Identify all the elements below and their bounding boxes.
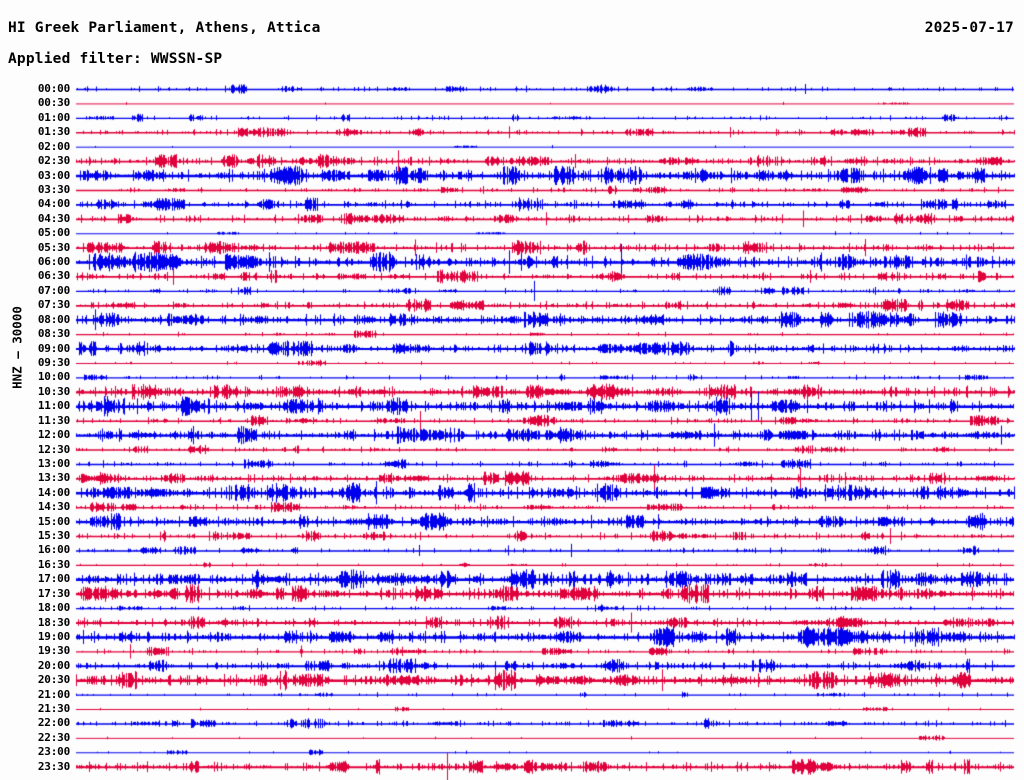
- time-tick-label: 18:30: [37, 615, 70, 629]
- time-tick-label: 23:30: [37, 759, 70, 773]
- time-tick-label: 04:30: [37, 211, 70, 225]
- time-tick-label: 00:00: [37, 82, 70, 95]
- time-tick-label: 07:00: [37, 283, 70, 297]
- time-tick-label: 11:00: [37, 399, 70, 413]
- time-tick-label: 02:30: [37, 154, 70, 168]
- time-tick-label: 19:30: [37, 644, 70, 658]
- time-tick-label: 13:30: [37, 471, 70, 485]
- time-tick-label: 14:00: [37, 485, 70, 499]
- time-tick-label: 22:30: [37, 730, 70, 744]
- time-tick-label: 16:30: [37, 557, 70, 571]
- time-tick-label: 08:00: [37, 312, 70, 326]
- time-tick-label: 06:30: [37, 269, 70, 283]
- time-tick-label: 01:30: [37, 125, 70, 139]
- time-tick-label: 14:30: [37, 500, 70, 514]
- time-tick-label: 12:30: [37, 442, 70, 456]
- time-tick-label: 09:00: [37, 341, 70, 355]
- time-tick-label: 09:30: [37, 355, 70, 369]
- time-tick-label: 01:00: [37, 110, 70, 124]
- time-tick-label: 19:00: [37, 629, 70, 643]
- time-tick-label: 23:00: [37, 745, 70, 759]
- time-tick-label: 18:00: [37, 601, 70, 615]
- time-tick-label: 04:00: [37, 197, 70, 211]
- time-tick-label: 03:00: [37, 168, 70, 182]
- time-tick-label: 15:00: [37, 514, 70, 528]
- time-tick-label: 17:30: [37, 586, 70, 600]
- time-tick-label: 08:30: [37, 327, 70, 341]
- time-tick-label: 21:00: [37, 687, 70, 701]
- time-tick-label: 05:00: [37, 226, 70, 240]
- time-tick-label: 02:00: [37, 139, 70, 153]
- time-tick-label: 17:00: [37, 572, 70, 586]
- time-tick-label: 20:00: [37, 658, 70, 672]
- time-tick-label: 07:30: [37, 298, 70, 312]
- time-tick-label: 05:30: [37, 240, 70, 254]
- time-tick-label: 03:30: [37, 182, 70, 196]
- time-tick-label: 10:00: [37, 370, 70, 384]
- time-tick-label: 00:30: [37, 96, 70, 110]
- time-tick-label: 21:30: [37, 702, 70, 716]
- time-tick-label: 10:30: [37, 384, 70, 398]
- time-tick-label: 20:30: [37, 673, 70, 687]
- time-tick-label: 16:00: [37, 543, 70, 557]
- time-tick-label: 06:00: [37, 255, 70, 269]
- time-tick-label: 13:00: [37, 456, 70, 470]
- time-tick-label: 11:30: [37, 413, 70, 427]
- time-tick-label: 12:00: [37, 428, 70, 442]
- time-tick-label: 15:30: [37, 529, 70, 543]
- time-tick-label: 22:00: [37, 716, 70, 730]
